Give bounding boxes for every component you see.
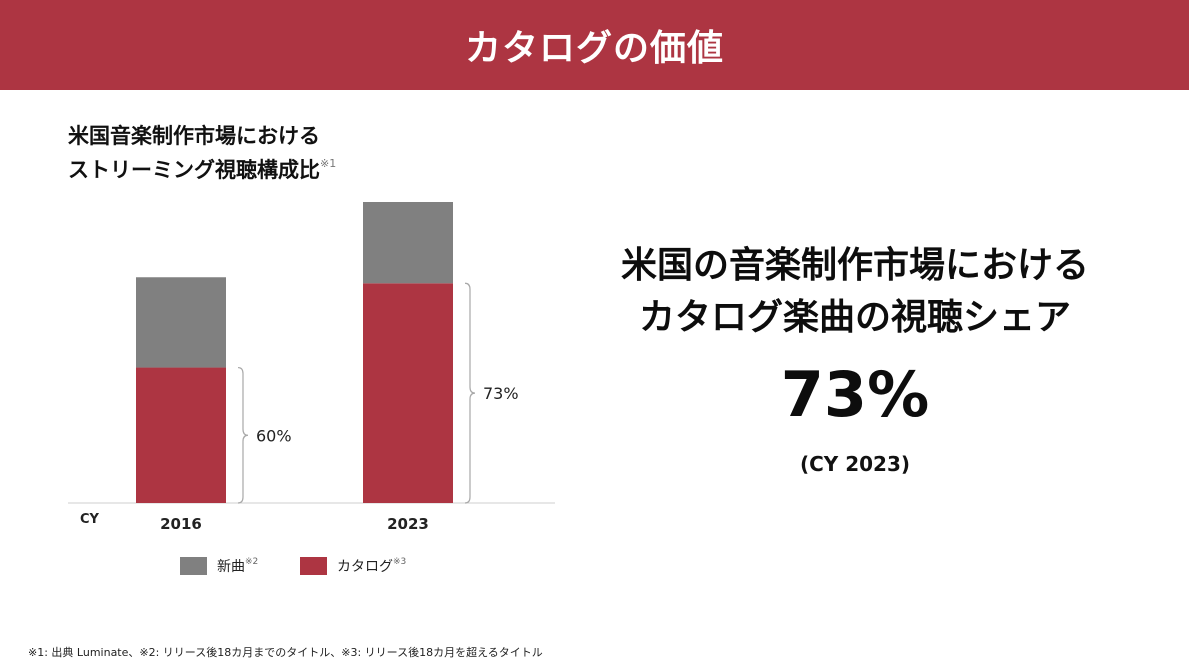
headline-value: 73%	[780, 358, 930, 431]
chart-title-line-2-text: ストリーミング視聴構成比	[68, 158, 320, 182]
headline-line-1: 米国の音楽制作市場における	[620, 245, 1089, 286]
legend-item-new: 新曲※2	[180, 556, 258, 576]
x-tick-2016: 2016	[160, 515, 202, 533]
legend-swatch-new	[180, 557, 207, 575]
chart-title-line-1: 米国音楽制作市場における	[68, 124, 320, 148]
legend-label-new: 新曲※2	[217, 556, 258, 576]
bracket-2023	[464, 282, 476, 504]
headline-period: (CY 2023)	[799, 452, 911, 476]
legend-label-catalog-text: カタログ	[337, 559, 393, 575]
bar-catalog-2016	[136, 367, 226, 503]
x-tick-2023: 2023	[387, 515, 429, 533]
bar-catalog-2023	[363, 283, 453, 503]
headline-line-2: カタログ楽曲の視聴シェア	[638, 297, 1071, 338]
headline: 米国の音楽制作市場における カタログ楽曲の視聴シェア	[560, 240, 1150, 344]
legend-note-new: ※2	[245, 557, 259, 567]
chart-title: 米国音楽制作市場における ストリーミング視聴構成比※1	[68, 122, 336, 184]
legend-swatch-catalog	[300, 557, 327, 575]
bracket-2016	[237, 366, 249, 504]
data-label-2023: 73%	[483, 384, 519, 403]
chart-title-note: ※1	[320, 157, 337, 170]
bar-new-2016	[136, 277, 226, 368]
legend-label-catalog: カタログ※3	[337, 556, 406, 576]
legend-item-catalog: カタログ※3	[300, 556, 406, 576]
legend-label-new-text: 新曲	[217, 559, 245, 575]
footnote: ※1: 出典 Luminate、※2: リリース後18カ月までのタイトル、※3:…	[28, 646, 543, 659]
bar-new-2023	[363, 202, 453, 284]
page-title: カタログの価値	[464, 28, 724, 69]
stacked-bar-chart: 60% 2016 73% 2023	[68, 202, 555, 533]
chart-title-line-2: ストリーミング視聴構成比※1	[68, 150, 336, 184]
x-axis-prefix: CY	[80, 512, 99, 527]
data-label-2016: 60%	[256, 426, 292, 445]
legend-note-catalog: ※3	[393, 557, 407, 567]
header-bar: カタログの価値	[0, 0, 1189, 90]
